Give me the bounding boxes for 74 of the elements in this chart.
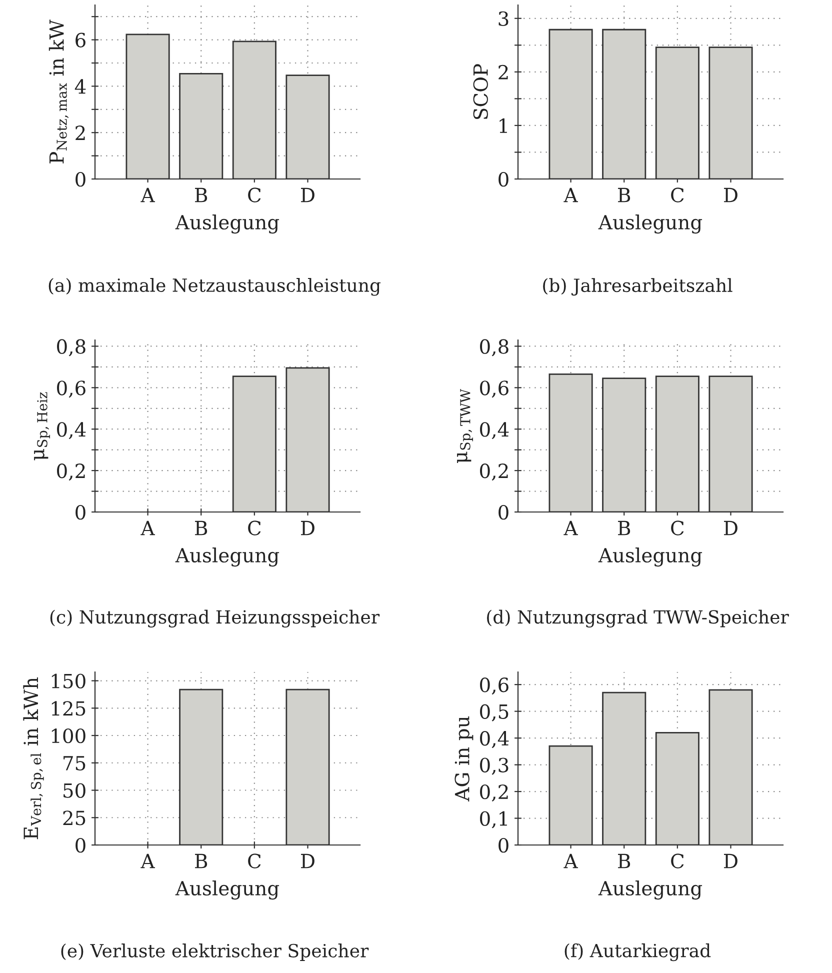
- x-tick-label: D: [301, 520, 314, 536]
- y-tick-label: 0,1: [480, 811, 507, 828]
- y-tick-label: 0,4: [57, 422, 86, 440]
- x-tick-label: B: [195, 854, 208, 868]
- y-axis-title: AG in pu: [454, 716, 474, 802]
- y-tick-label: 0,6: [480, 678, 508, 695]
- y-tick-label: 0,2: [57, 464, 85, 481]
- y-tick-label: 1: [500, 118, 507, 133]
- x-tick-label: D: [724, 520, 738, 536]
- x-tick-label: D: [301, 188, 314, 202]
- y-tick-label: 50: [64, 783, 86, 798]
- x-tick-label: B: [618, 188, 630, 202]
- x-tick-label: B: [618, 854, 630, 868]
- y-tick-label: 150: [52, 674, 86, 688]
- y-tick-label: 0,2: [480, 784, 508, 802]
- text: (c) Nutzungsgrad Heizungsspeicher: [50, 610, 380, 628]
- y-tick-label: 0,8: [480, 339, 508, 356]
- y-axis-title: μ$_{Sp,Heiz}$: [34, 392, 50, 460]
- x-tick-label: D: [301, 854, 314, 868]
- y-tick-label: 2: [498, 64, 508, 80]
- x-axis-title: Auslegung: [598, 880, 702, 900]
- y-tick-label: 0,2: [480, 464, 508, 481]
- y-tick-label: 25: [63, 810, 86, 826]
- y-tick-label: 0: [76, 838, 86, 853]
- x-axis-title: Auslegung: [175, 547, 280, 567]
- y-tick-label: 6: [76, 32, 86, 48]
- x-tick-label: A: [564, 520, 578, 536]
- y-axis-title: SCOP: [473, 64, 488, 119]
- y-tick-label: 125: [52, 701, 86, 716]
- x-axis-title: Auslegung: [598, 214, 702, 234]
- y-tick-label: 0: [76, 504, 86, 520]
- y-axis-title: μ$_{Sp,TWW}$: [457, 388, 473, 464]
- y-tick-label: 0: [76, 172, 86, 187]
- y-tick-label: 0,4: [480, 731, 509, 748]
- x-tick-label: C: [248, 854, 261, 868]
- y-tick-label: 0: [498, 504, 508, 520]
- y-tick-label: 2: [76, 126, 85, 140]
- x-tick-label: A: [564, 854, 578, 868]
- x-axis-title: Auslegung: [598, 547, 702, 567]
- y-tick-label: 0,8: [57, 339, 86, 356]
- text: (d) Nutzungsgrad TWW-Speicher: [487, 610, 789, 628]
- x-tick-label: C: [671, 854, 684, 868]
- x-tick-label: A: [140, 854, 155, 868]
- y-axis-title: P$_{Netz,max}$ in kW: [48, 20, 69, 164]
- x-axis-title: Auslegung: [175, 214, 280, 234]
- y-tick-label: 100: [52, 728, 86, 744]
- x-tick-label: C: [248, 188, 261, 202]
- x-tick-label: C: [671, 520, 684, 536]
- y-tick-label: 0,4: [480, 422, 509, 440]
- y-tick-label: 0,5: [480, 704, 508, 722]
- y-tick-label: 0,3: [480, 758, 508, 775]
- y-tick-label: 75: [64, 756, 86, 771]
- text: (a) maximale Netzaustauschleistung: [48, 278, 381, 296]
- x-tick-label: A: [564, 188, 578, 202]
- text: (f) Autarkiegrad: [564, 943, 711, 962]
- x-axis-title: Auslegung: [175, 880, 280, 900]
- y-tick-label: 4: [74, 79, 86, 94]
- y-tick-label: 0,6: [480, 380, 508, 398]
- y-tick-label: 3: [498, 11, 508, 26]
- x-tick-label: C: [671, 188, 684, 202]
- x-tick-label: C: [248, 520, 261, 536]
- x-tick-label: A: [140, 520, 155, 536]
- y-tick-label: 0: [498, 172, 508, 187]
- x-tick-label: A: [140, 188, 155, 202]
- y-axis-title: E$_{Verl,Sp,el}$ in kWh: [23, 677, 44, 840]
- text: (b) Jahresarbeitszahl: [543, 278, 732, 296]
- x-tick-label: D: [724, 854, 738, 868]
- x-tick-label: B: [618, 520, 630, 536]
- y-tick-label: 0: [498, 838, 508, 853]
- text: (e) Verluste elektrischer Speicher: [61, 944, 369, 961]
- y-tick-label: 0,6: [57, 380, 86, 398]
- x-tick-label: B: [195, 520, 208, 536]
- x-tick-label: D: [724, 188, 738, 202]
- x-tick-label: B: [195, 188, 208, 202]
